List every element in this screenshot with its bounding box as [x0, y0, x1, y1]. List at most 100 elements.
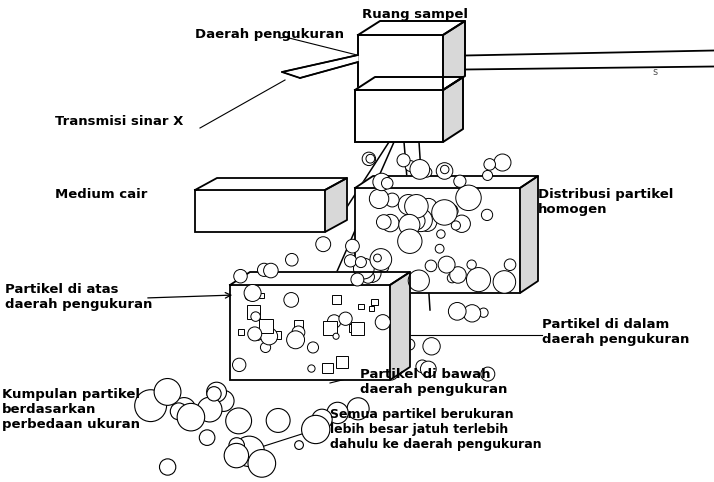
Circle shape [425, 260, 437, 272]
Circle shape [263, 263, 278, 278]
Circle shape [171, 403, 187, 420]
Text: Ruang sampel: Ruang sampel [362, 8, 468, 21]
Polygon shape [355, 77, 463, 90]
Polygon shape [520, 176, 538, 293]
Circle shape [248, 450, 276, 477]
Circle shape [384, 366, 398, 380]
Circle shape [261, 328, 278, 345]
Circle shape [448, 303, 466, 320]
Polygon shape [355, 176, 538, 188]
Polygon shape [358, 21, 465, 35]
Circle shape [197, 397, 222, 422]
Circle shape [253, 331, 263, 340]
Polygon shape [390, 272, 410, 380]
Circle shape [386, 193, 399, 207]
Circle shape [346, 239, 359, 253]
Circle shape [316, 237, 331, 252]
Circle shape [154, 378, 181, 405]
Circle shape [353, 258, 374, 279]
Circle shape [403, 339, 415, 350]
Circle shape [233, 269, 247, 283]
Circle shape [398, 229, 422, 254]
Circle shape [308, 342, 318, 353]
Bar [369, 306, 373, 311]
Circle shape [362, 264, 381, 282]
Circle shape [436, 163, 453, 179]
Circle shape [339, 312, 352, 325]
Text: s: s [653, 67, 658, 77]
Circle shape [421, 361, 436, 377]
Circle shape [441, 165, 449, 174]
Circle shape [397, 154, 410, 167]
Circle shape [494, 154, 511, 171]
Circle shape [376, 315, 391, 330]
Circle shape [351, 273, 364, 286]
Bar [259, 319, 273, 333]
Circle shape [206, 382, 226, 402]
Circle shape [484, 159, 496, 170]
Circle shape [251, 312, 261, 321]
Bar [336, 356, 348, 368]
Polygon shape [325, 178, 347, 232]
Circle shape [372, 341, 390, 359]
Bar [273, 331, 281, 339]
Circle shape [463, 305, 481, 322]
Circle shape [258, 263, 271, 277]
Circle shape [467, 260, 476, 269]
Circle shape [233, 358, 246, 372]
Circle shape [420, 199, 437, 215]
Circle shape [261, 342, 271, 352]
Circle shape [418, 213, 437, 231]
Circle shape [437, 230, 445, 238]
Text: Daerah pengukuran: Daerah pengukuran [195, 28, 344, 41]
Bar [259, 293, 264, 298]
Circle shape [504, 259, 516, 270]
Circle shape [266, 409, 290, 432]
Bar [323, 321, 338, 335]
Circle shape [308, 365, 315, 372]
Text: Partikel di atas
daerah pengukuran: Partikel di atas daerah pengukuran [5, 283, 152, 311]
Circle shape [449, 207, 458, 216]
Polygon shape [230, 272, 410, 285]
Circle shape [226, 408, 251, 434]
Circle shape [229, 438, 244, 453]
Circle shape [347, 398, 369, 420]
Circle shape [173, 398, 196, 421]
Bar [355, 188, 520, 293]
Text: Distribusi partikel
homogen: Distribusi partikel homogen [538, 188, 673, 216]
Polygon shape [443, 77, 463, 142]
Text: Partikel di dalam
daerah pengukuran: Partikel di dalam daerah pengukuran [542, 318, 690, 346]
Circle shape [370, 249, 392, 270]
Circle shape [422, 167, 432, 177]
Circle shape [213, 390, 234, 412]
Circle shape [479, 308, 488, 317]
Circle shape [333, 333, 339, 339]
Circle shape [373, 173, 391, 191]
Bar [230, 285, 390, 380]
Circle shape [432, 200, 457, 225]
Circle shape [399, 214, 420, 236]
Bar [371, 299, 378, 306]
Circle shape [177, 403, 205, 431]
Circle shape [447, 273, 457, 283]
Polygon shape [443, 21, 465, 90]
Bar [195, 190, 325, 232]
Polygon shape [195, 178, 347, 190]
Text: Medium cair: Medium cair [55, 188, 147, 201]
Circle shape [244, 284, 261, 301]
Polygon shape [282, 55, 358, 78]
Circle shape [159, 459, 176, 475]
Circle shape [409, 209, 433, 232]
Bar [294, 321, 303, 329]
Bar [358, 35, 443, 90]
Bar [238, 329, 244, 335]
Circle shape [436, 244, 444, 253]
Circle shape [451, 221, 461, 230]
Circle shape [224, 443, 248, 468]
Circle shape [408, 270, 429, 291]
Circle shape [405, 161, 416, 172]
Circle shape [362, 270, 374, 283]
Circle shape [483, 171, 493, 180]
Circle shape [416, 360, 428, 373]
Circle shape [286, 254, 298, 266]
